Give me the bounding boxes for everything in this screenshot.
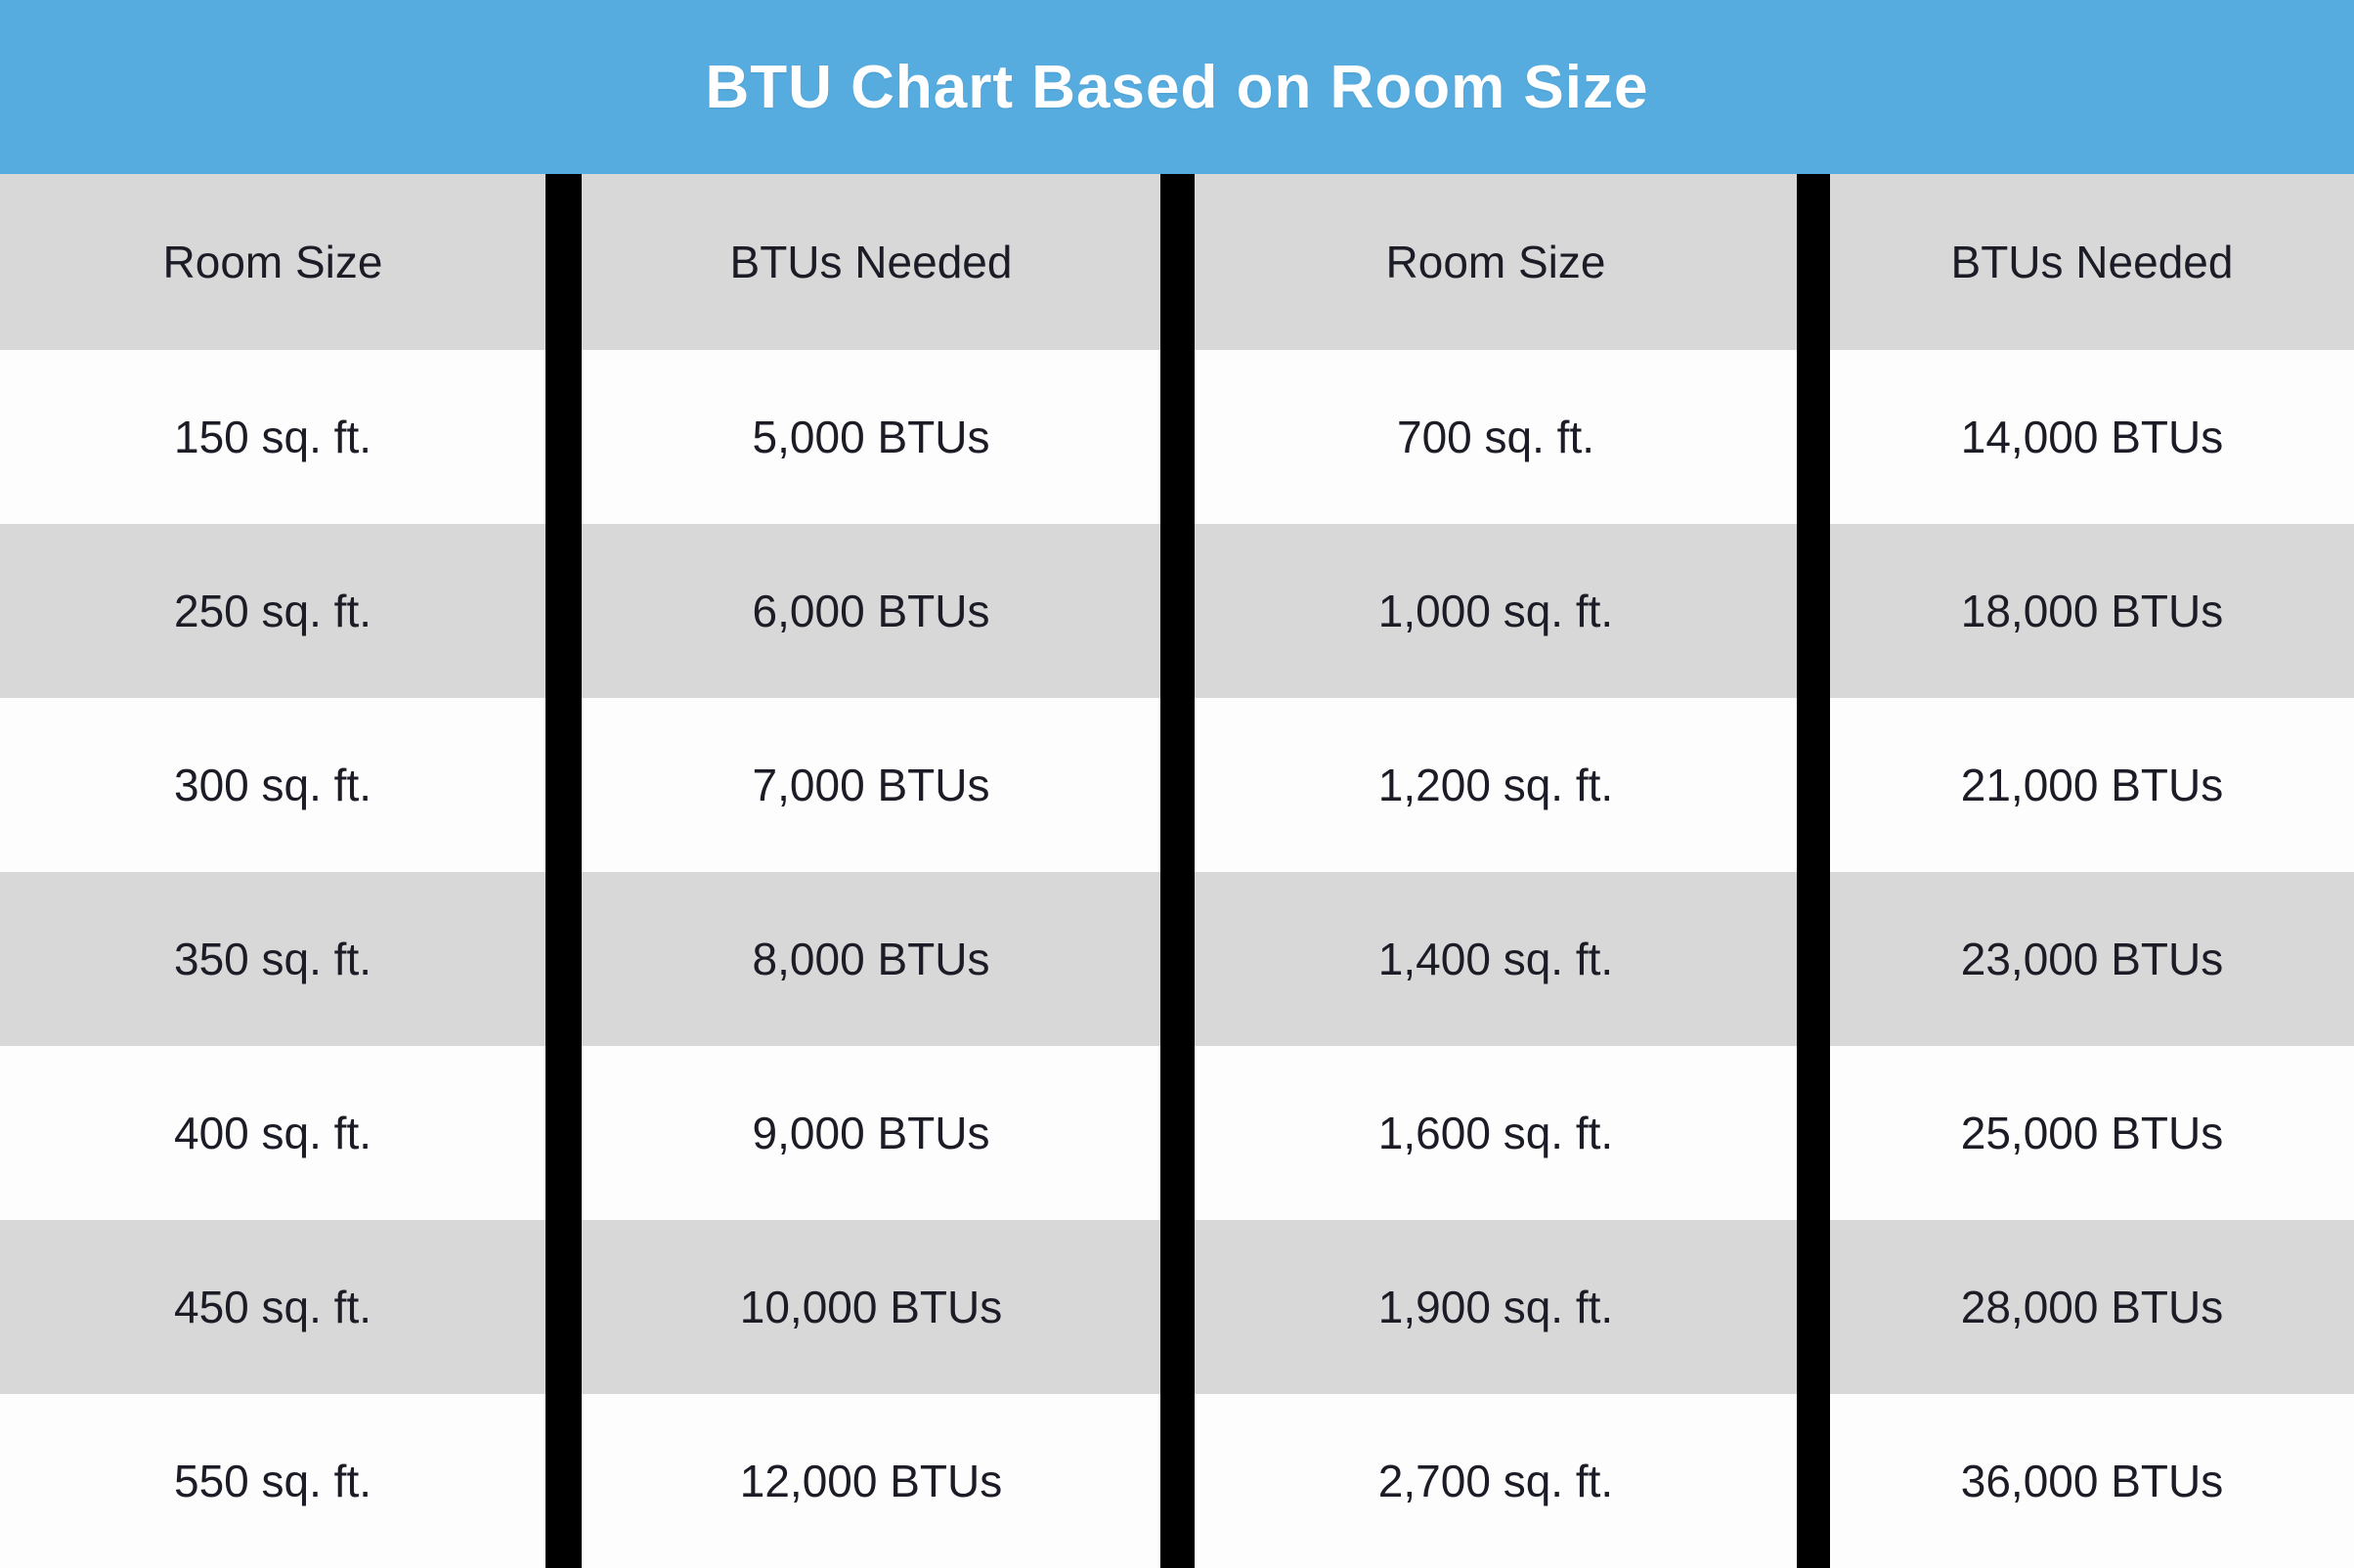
column-room-size-right: Room Size 700 sq. ft. 1,000 sq. ft. 1,20… [1195, 174, 1797, 1568]
table-cell: 23,000 BTUs [1830, 872, 2354, 1046]
table-cell: 14,000 BTUs [1830, 350, 2354, 524]
column-room-size-left: Room Size 150 sq. ft. 250 sq. ft. 300 sq… [0, 174, 545, 1568]
column-btus-needed-right: BTUs Needed 14,000 BTUs 18,000 BTUs 21,0… [1830, 174, 2354, 1568]
table-cell: 550 sq. ft. [0, 1394, 545, 1568]
header-cell-btus-needed-right: BTUs Needed [1830, 174, 2354, 350]
table-cell: 150 sq. ft. [0, 350, 545, 524]
header-cell-room-size-left: Room Size [0, 174, 545, 350]
table-cell: 36,000 BTUs [1830, 1394, 2354, 1568]
table-cell: 5,000 BTUs [582, 350, 1160, 524]
table-cell: 25,000 BTUs [1830, 1046, 2354, 1220]
header-cell-room-size-right: Room Size [1195, 174, 1797, 350]
table-cell: 6,000 BTUs [582, 524, 1160, 698]
table-cell: 9,000 BTUs [582, 1046, 1160, 1220]
column-divider [545, 174, 582, 1568]
table-cell: 7,000 BTUs [582, 698, 1160, 872]
title-bar: BTU Chart Based on Room Size [0, 0, 2354, 174]
table-cell: 10,000 BTUs [582, 1220, 1160, 1394]
table-cell: 1,200 sq. ft. [1195, 698, 1797, 872]
page-title: BTU Chart Based on Room Size [705, 53, 1649, 121]
btu-table: Room Size 150 sq. ft. 250 sq. ft. 300 sq… [0, 174, 2354, 1568]
table-cell: 1,600 sq. ft. [1195, 1046, 1797, 1220]
table-cell: 18,000 BTUs [1830, 524, 2354, 698]
table-cell: 2,700 sq. ft. [1195, 1394, 1797, 1568]
table-cell: 1,000 sq. ft. [1195, 524, 1797, 698]
table-cell: 250 sq. ft. [0, 524, 545, 698]
header-cell-btus-needed-left: BTUs Needed [582, 174, 1160, 350]
column-divider [1160, 174, 1195, 1568]
table-cell: 450 sq. ft. [0, 1220, 545, 1394]
table-cell: 300 sq. ft. [0, 698, 545, 872]
table-cell: 1,400 sq. ft. [1195, 872, 1797, 1046]
table-cell: 28,000 BTUs [1830, 1220, 2354, 1394]
table-cell: 700 sq. ft. [1195, 350, 1797, 524]
table-cell: 1,900 sq. ft. [1195, 1220, 1797, 1394]
table-cell: 8,000 BTUs [582, 872, 1160, 1046]
table-cell: 350 sq. ft. [0, 872, 545, 1046]
table-cell: 400 sq. ft. [0, 1046, 545, 1220]
column-btus-needed-left: BTUs Needed 5,000 BTUs 6,000 BTUs 7,000 … [582, 174, 1160, 1568]
column-divider [1797, 174, 1830, 1568]
table-cell: 12,000 BTUs [582, 1394, 1160, 1568]
table-cell: 21,000 BTUs [1830, 698, 2354, 872]
